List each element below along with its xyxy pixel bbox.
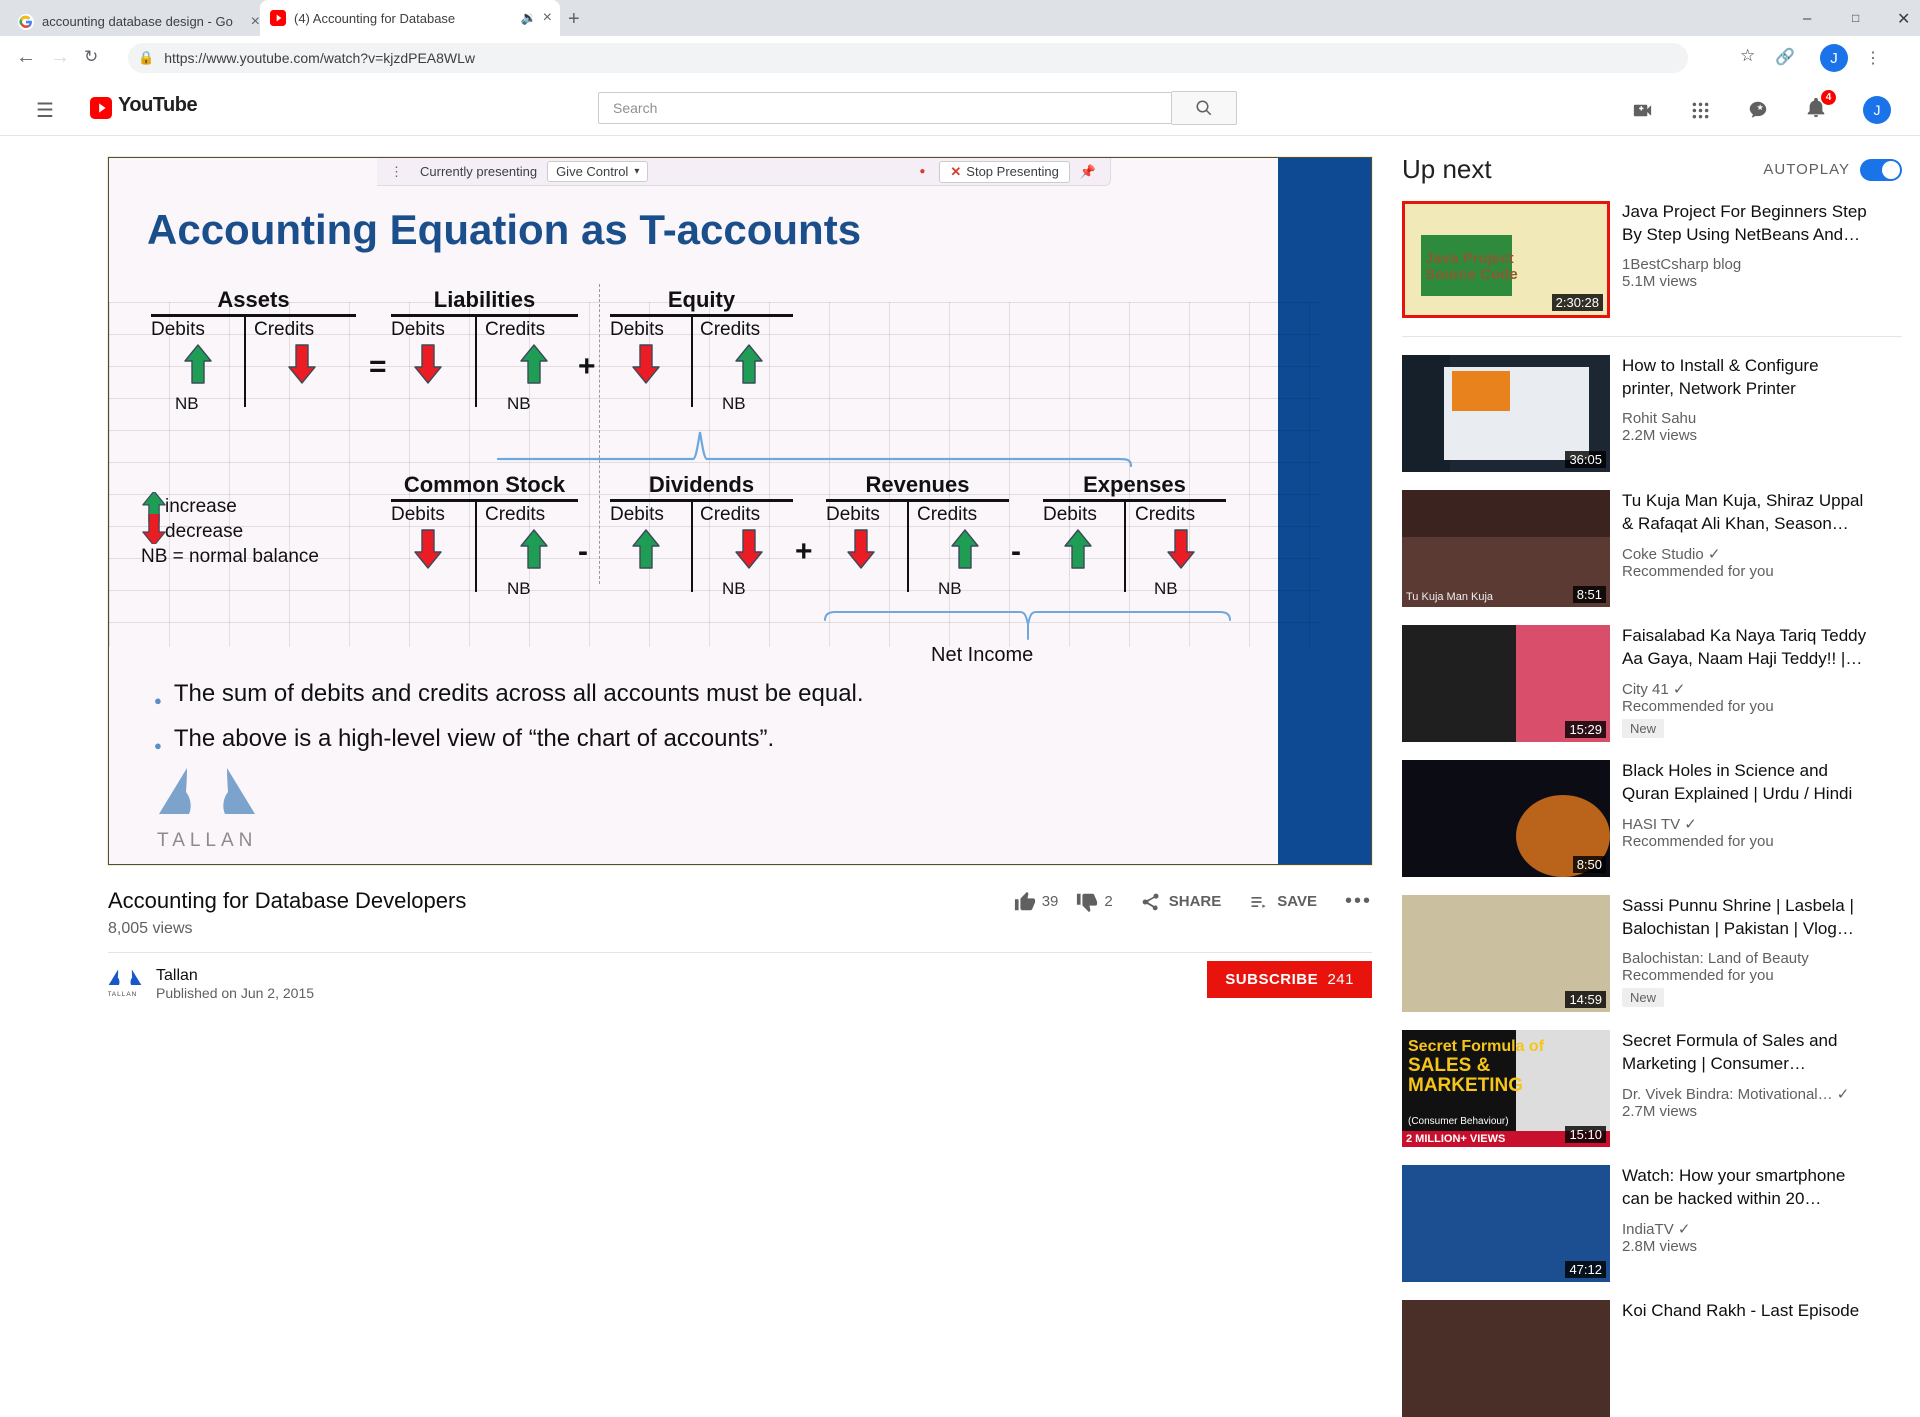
svg-text:TALLAN: TALLAN	[108, 991, 137, 998]
svg-text:TALLAN: TALLAN	[157, 830, 257, 851]
